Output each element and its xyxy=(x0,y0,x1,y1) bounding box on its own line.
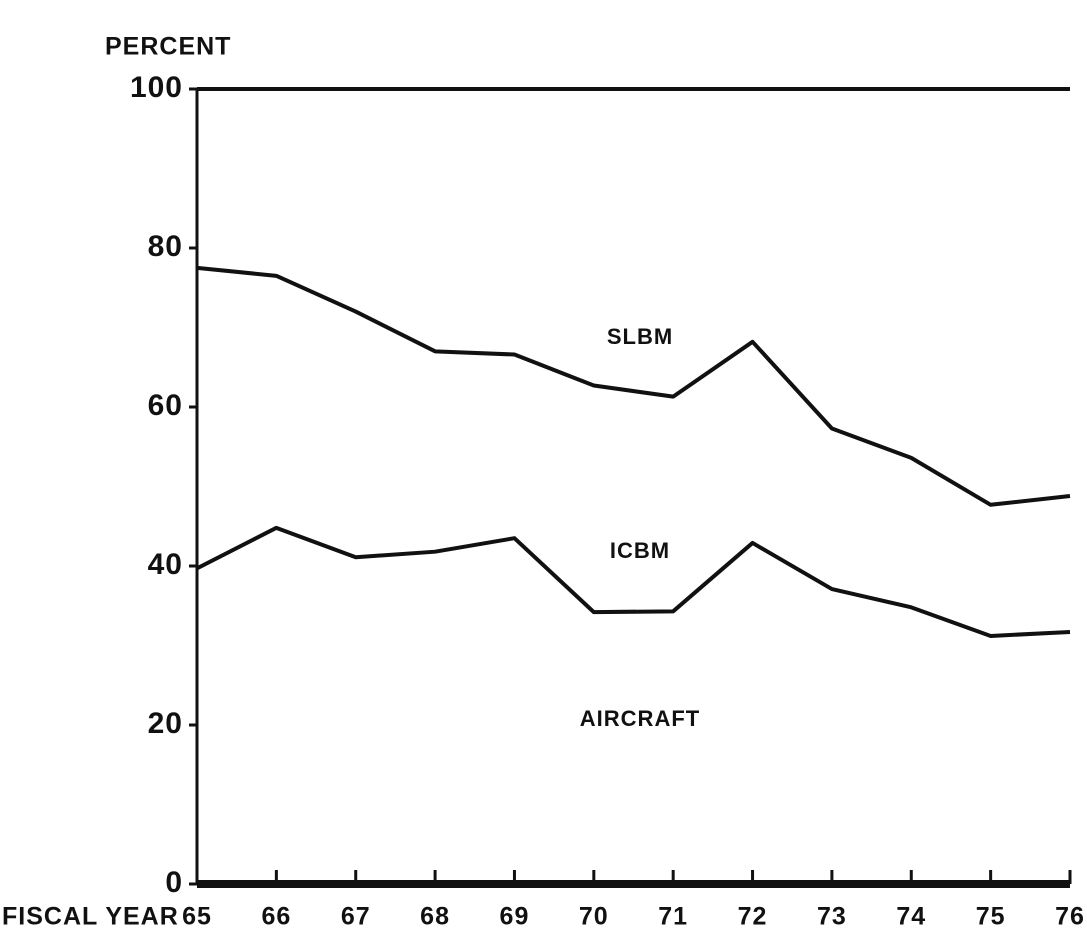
x-tick-label: 69 xyxy=(500,903,530,931)
series-line xyxy=(196,525,1071,638)
series-label: ICBM xyxy=(610,538,670,563)
x-tick-label: 75 xyxy=(976,903,1006,931)
series-label: SLBM xyxy=(607,324,673,349)
y-axis-label: PERCENT xyxy=(105,33,231,61)
x-tick-label: 72 xyxy=(738,903,768,931)
x-tick-label: 76 xyxy=(1055,903,1085,931)
y-tick-label: 40 xyxy=(148,548,183,581)
x-tick-label: 67 xyxy=(341,903,371,931)
x-tick-label: 73 xyxy=(817,903,847,931)
x-tick-label: 74 xyxy=(896,903,926,931)
x-tick-label: 70 xyxy=(579,903,609,931)
y-tick-label: 0 xyxy=(165,866,183,899)
x-tick-label: 66 xyxy=(261,903,291,931)
y-tick-label: 100 xyxy=(130,71,183,104)
y-tick-label: 20 xyxy=(148,707,183,740)
x-tick-label: 68 xyxy=(420,903,450,931)
x-tick-label: 65 xyxy=(182,903,212,931)
y-tick-label: 60 xyxy=(148,389,183,422)
x-axis-label: FISCAL YEAR xyxy=(2,903,179,931)
y-tick-label: 80 xyxy=(148,230,183,263)
series-line xyxy=(196,265,1071,507)
series-label: AIRCRAFT xyxy=(580,706,700,731)
x-tick-label: 71 xyxy=(658,903,688,931)
